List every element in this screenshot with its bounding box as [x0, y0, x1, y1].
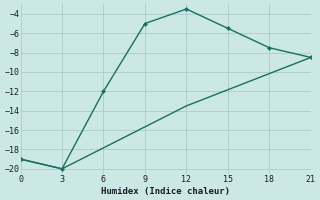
X-axis label: Humidex (Indice chaleur): Humidex (Indice chaleur) [101, 187, 230, 196]
